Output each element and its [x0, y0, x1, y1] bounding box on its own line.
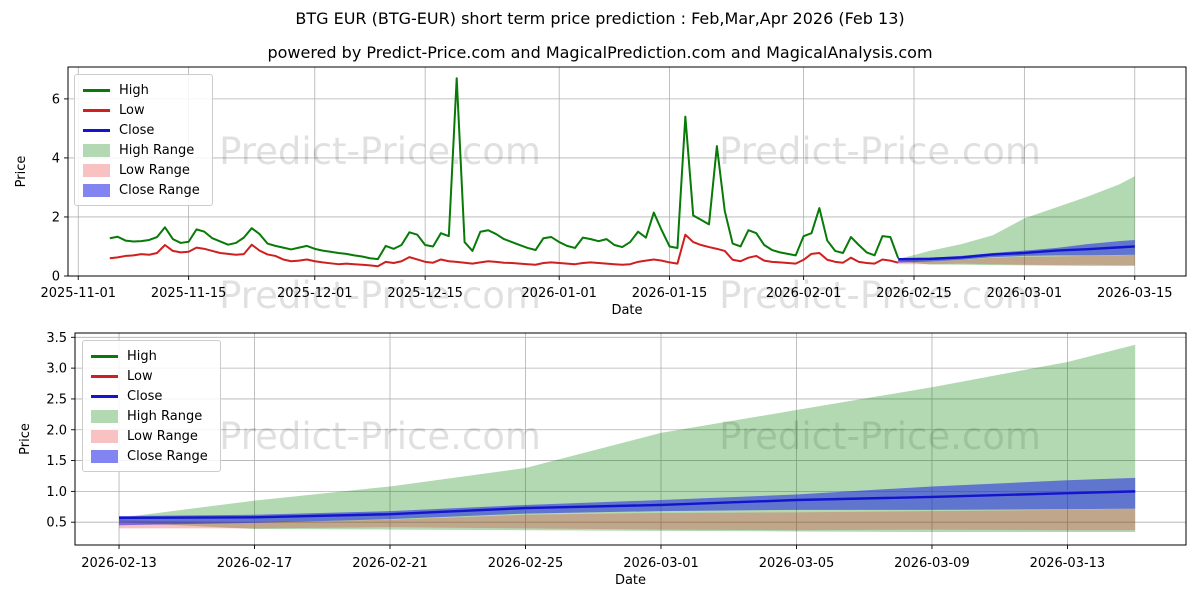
watermark-text: Predict-Price.com	[219, 130, 541, 173]
legend-label: High Range	[127, 408, 203, 424]
legend-patch-swatch	[91, 449, 118, 463]
y-tick-label: 1.5	[46, 454, 67, 469]
x-tick-label: 2026-03-13	[1030, 556, 1106, 571]
x-tick-label: 2025-12-15	[387, 286, 463, 301]
low-line	[109, 233, 899, 268]
x-tick-label: 2025-11-15	[151, 286, 227, 301]
legend-patch-swatch	[83, 183, 110, 197]
legend-label: High	[127, 348, 157, 364]
high-line	[109, 77, 900, 261]
y-axis-label: Price	[18, 423, 33, 455]
legend-item-high-range: High Range	[83, 140, 200, 160]
close-line	[898, 245, 1135, 261]
plot-border	[74, 332, 1187, 546]
legend-label: Close Range	[127, 448, 208, 464]
watermark-text: Predict-Price.com	[719, 274, 1041, 317]
watermark-text: Predict-Price.com	[219, 274, 541, 317]
legend-label: High Range	[119, 142, 195, 158]
close-line	[119, 490, 1136, 520]
legend-item-low-range: Low Range	[83, 160, 200, 180]
legend-item-close: Close	[91, 386, 208, 406]
high-range-band	[119, 344, 1136, 533]
x-tick-label: 2026-01-15	[632, 286, 708, 301]
legend-top-chart: High Low Close High Range Low Range Close Ran…	[74, 74, 213, 206]
x-tick-label: 2026-03-01	[623, 556, 699, 571]
watermark-text: Predict-Price.com	[719, 130, 1041, 173]
legend-line-swatch	[83, 128, 110, 132]
y-tick-label: 3.5	[46, 331, 67, 346]
watermark-text: Predict-Price.com	[719, 415, 1041, 458]
x-tick-label: 2025-12-01	[277, 286, 353, 301]
x-tick-label: 2025-11-01	[40, 286, 116, 301]
legend-item-close-range: Close Range	[83, 180, 200, 200]
y-tick-label: 2	[52, 210, 60, 225]
legend-line-swatch	[91, 354, 118, 358]
legend-line-swatch	[91, 394, 118, 398]
x-tick-label: 2026-02-17	[217, 556, 293, 571]
legend-item-low: Low	[91, 366, 208, 386]
x-tick-label: 2026-02-21	[352, 556, 428, 571]
y-tick-label: 2.0	[46, 423, 67, 438]
y-tick-label: 3.0	[46, 362, 67, 377]
low-range-band	[898, 254, 1135, 266]
legend-label: Low	[127, 368, 153, 384]
legend-item-high: High	[83, 80, 200, 100]
low-range-band	[119, 508, 1136, 531]
legend-label: High	[119, 82, 149, 98]
legend-item-low-range: Low Range	[91, 426, 208, 446]
x-tick-label: 2026-03-01	[987, 286, 1063, 301]
legend-item-close-range: Close Range	[91, 446, 208, 466]
legend-bottom-chart: High Low Close High Range Low Range Close Ran…	[82, 340, 221, 472]
legend-patch-swatch	[91, 409, 118, 423]
x-tick-label: 2026-03-09	[894, 556, 970, 571]
legend-item-high: High	[91, 346, 208, 366]
overview-chart: Predict-Price.com Predict-Price.com2025-1…	[14, 66, 1187, 318]
legend-line-swatch	[83, 88, 110, 92]
x-tick-label: 2026-02-13	[81, 556, 157, 571]
grid-lines	[75, 333, 1186, 545]
y-tick-label: 6	[52, 92, 60, 107]
axis-ticks	[64, 98, 1136, 280]
legend-line-swatch	[83, 108, 110, 112]
legend-label: Low Range	[127, 428, 198, 444]
axis-ticks	[71, 336, 1068, 549]
watermark-text: Predict-Price.com	[219, 415, 541, 458]
legend-patch-swatch	[91, 429, 118, 443]
high-range-band	[898, 176, 1135, 266]
legend-label: Low	[119, 102, 145, 118]
legend-patch-swatch	[83, 163, 110, 177]
plot-border	[67, 66, 1187, 277]
x-axis-label: Date	[611, 303, 642, 318]
legend-label: Close	[119, 122, 155, 138]
y-tick-label: 0	[52, 270, 60, 285]
legend-item-close: Close	[83, 120, 200, 140]
legend-item-high-range: High Range	[91, 406, 208, 426]
legend-patch-swatch	[83, 143, 110, 157]
y-tick-label: 4	[52, 151, 60, 166]
page-title: BTG EUR (BTG-EUR) short term price predi…	[295, 9, 905, 28]
legend-label: Low Range	[119, 162, 190, 178]
x-tick-label: 2026-02-25	[488, 556, 564, 571]
x-tick-label: 2026-03-15	[1097, 286, 1173, 301]
y-tick-label: 0.5	[46, 516, 67, 531]
legend-item-low: Low	[83, 100, 200, 120]
y-tick-label: 1.0	[46, 485, 67, 500]
watermark-row-middle: Predict-Price.com Predict-Price.com	[219, 274, 1041, 317]
prediction-detail-chart: Predict-Price.com Predict-Price.com 2026-0…	[18, 331, 1187, 588]
x-axis-label: Date	[615, 573, 646, 588]
legend-label: Close	[127, 388, 163, 404]
y-tick-label: 2.5	[46, 392, 67, 407]
page-subtitle: powered by Predict-Price.com and Magical…	[267, 43, 933, 62]
legend-label: Close Range	[119, 182, 200, 198]
y-axis-label: Price	[14, 156, 29, 188]
x-tick-label: 2026-03-05	[759, 556, 835, 571]
x-tick-label: 2026-02-01	[766, 286, 842, 301]
x-tick-label: 2026-02-15	[876, 286, 952, 301]
x-tick-label: 2026-01-01	[521, 286, 597, 301]
legend-line-swatch	[91, 374, 118, 378]
